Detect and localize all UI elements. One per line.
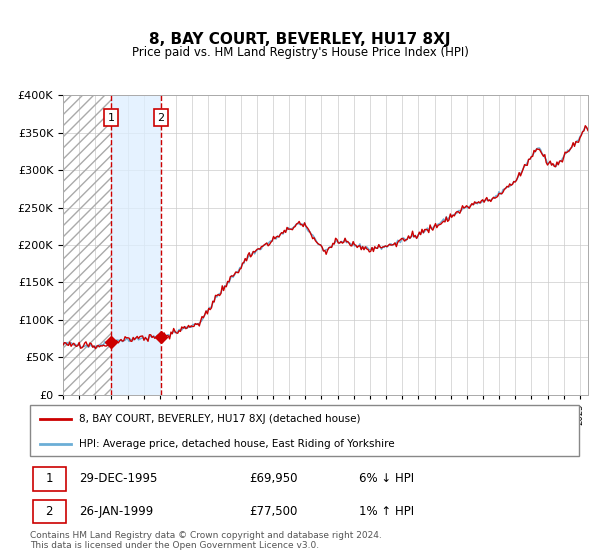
Text: 8, BAY COURT, BEVERLEY, HU17 8XJ: 8, BAY COURT, BEVERLEY, HU17 8XJ (149, 32, 451, 48)
Text: 8, BAY COURT, BEVERLEY, HU17 8XJ (detached house): 8, BAY COURT, BEVERLEY, HU17 8XJ (detach… (79, 414, 361, 424)
Text: 1% ↑ HPI: 1% ↑ HPI (359, 505, 415, 517)
Text: 1: 1 (46, 473, 53, 486)
Text: 29-DEC-1995: 29-DEC-1995 (79, 473, 158, 486)
FancyBboxPatch shape (33, 500, 65, 524)
Text: Contains HM Land Registry data © Crown copyright and database right 2024.
This d: Contains HM Land Registry data © Crown c… (30, 531, 382, 550)
Text: 26-JAN-1999: 26-JAN-1999 (79, 505, 154, 517)
Text: Price paid vs. HM Land Registry's House Price Index (HPI): Price paid vs. HM Land Registry's House … (131, 46, 469, 59)
Text: 1: 1 (108, 113, 115, 123)
Text: 6% ↓ HPI: 6% ↓ HPI (359, 473, 415, 486)
Text: 2: 2 (157, 113, 164, 123)
Text: £77,500: £77,500 (250, 505, 298, 517)
Bar (63, 95, 111, 395)
Text: 2: 2 (46, 505, 53, 517)
Bar (63, 95, 111, 395)
Text: HPI: Average price, detached house, East Riding of Yorkshire: HPI: Average price, detached house, East… (79, 438, 395, 449)
FancyBboxPatch shape (30, 405, 579, 456)
FancyBboxPatch shape (33, 467, 65, 491)
Bar (111, 95, 161, 395)
Text: £69,950: £69,950 (250, 473, 298, 486)
